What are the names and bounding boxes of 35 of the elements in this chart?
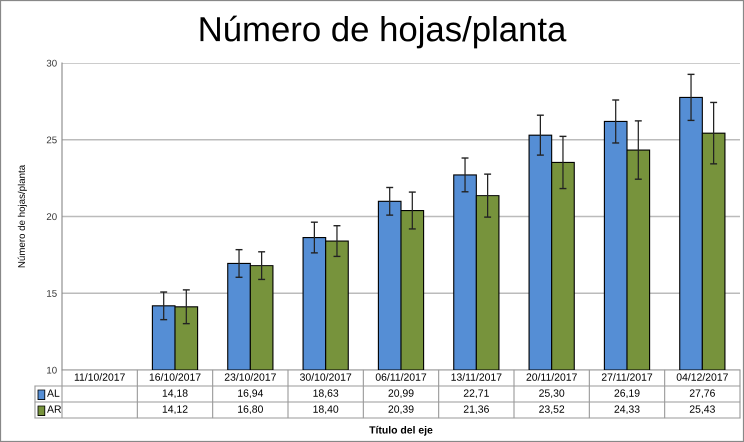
x-tick-label: 23/10/2017 xyxy=(224,373,276,381)
y-axis-title: Número de hojas/planta xyxy=(18,164,27,268)
legend-label: AR xyxy=(47,406,62,413)
data-label: 21,36 xyxy=(464,405,489,414)
x-tick-label: 16/10/2017 xyxy=(150,373,201,381)
data-label: 18,40 xyxy=(313,405,338,414)
y-tick-label: 25 xyxy=(46,136,57,144)
data-label: 14,12 xyxy=(162,405,188,414)
data-label: 25,30 xyxy=(539,389,564,398)
data-label: 27,76 xyxy=(690,389,715,398)
chart-title: Número de hojas/planta xyxy=(200,16,566,48)
data-label: 14,18 xyxy=(162,389,188,398)
y-tick-label: 15 xyxy=(47,290,57,297)
x-tick-label: 30/10/2017 xyxy=(300,373,352,381)
data-label: 23,52 xyxy=(539,405,564,414)
data-label: 16,94 xyxy=(238,389,264,398)
data-label: 20,99 xyxy=(388,389,414,398)
data-label: 20,39 xyxy=(388,405,414,414)
legend-label: AL xyxy=(47,390,60,397)
data-label: 25,43 xyxy=(690,405,715,414)
x-axis-title: Título del eje xyxy=(369,426,432,436)
x-tick-label: 20/11/2017 xyxy=(526,373,577,381)
x-tick-label: 04/12/2017 xyxy=(676,373,728,381)
data-label: 26,19 xyxy=(614,389,640,398)
x-tick-label: 13/11/2017 xyxy=(451,373,502,381)
x-tick-label: 11/10/2017 xyxy=(74,373,125,381)
data-label: 16,80 xyxy=(238,405,263,414)
y-tick-label: 10 xyxy=(47,366,57,374)
data-label: 24,33 xyxy=(614,405,640,414)
y-tick-label: 20 xyxy=(46,213,57,220)
x-tick-label: 06/11/2017 xyxy=(376,373,426,381)
data-label: 18,63 xyxy=(313,389,338,398)
x-tick-label: 27/11/2017 xyxy=(602,373,652,381)
data-label: 22,71 xyxy=(464,389,489,398)
y-tick-label: 30 xyxy=(46,60,57,67)
